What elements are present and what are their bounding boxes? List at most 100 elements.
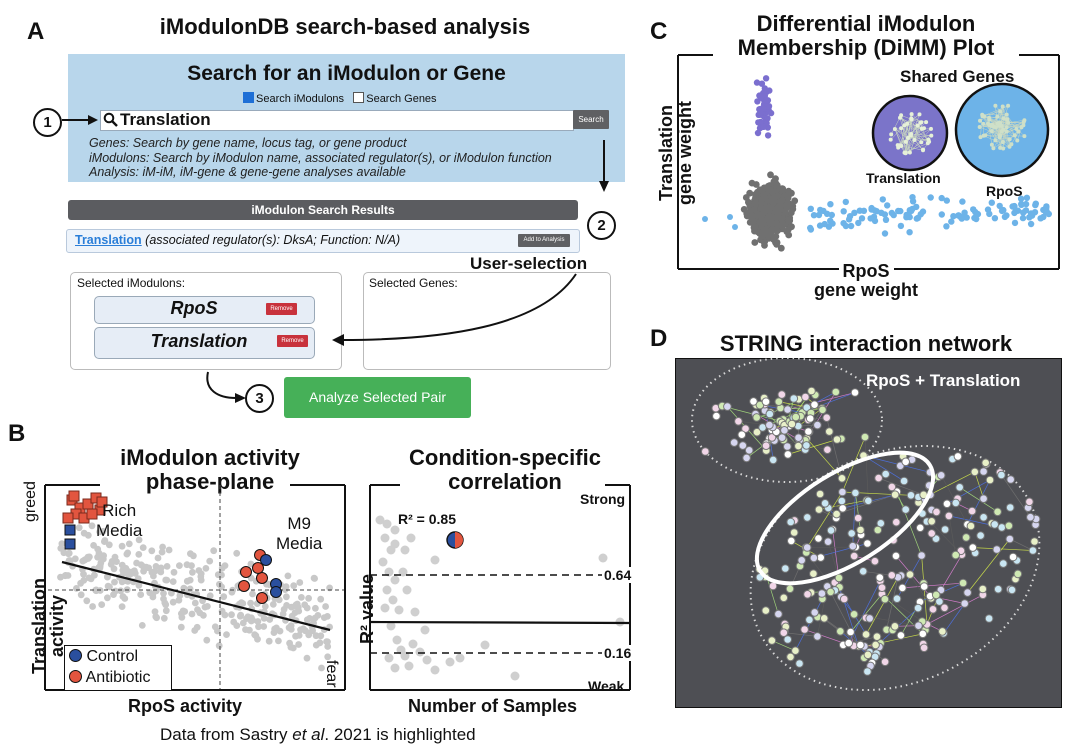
rpos-gene-point — [732, 224, 738, 230]
network-node — [901, 457, 910, 467]
rpos-gene-point — [959, 198, 966, 205]
caption-em: et al — [292, 725, 325, 744]
m9-media-sample — [256, 592, 268, 604]
arrow-right-icon — [62, 115, 98, 125]
thumbnail-node — [1019, 125, 1024, 130]
correlation-point — [404, 661, 414, 671]
network-node — [848, 541, 858, 551]
rich-media-sub: Media — [96, 521, 143, 540]
add-to-analysis-button[interactable]: Add to Analysis — [518, 234, 570, 247]
network-edge — [943, 603, 966, 634]
thumbnail-node — [1001, 146, 1006, 151]
selected-item-translation-label: Translation — [150, 331, 248, 351]
correlation-point — [382, 585, 392, 595]
sample-point — [138, 622, 146, 629]
rpos-gene-point — [1020, 209, 1027, 216]
network-node — [892, 594, 902, 603]
thumbnail-node — [924, 120, 929, 125]
network-node — [794, 441, 803, 451]
thumbnail-node — [993, 138, 998, 143]
rpos-gene-point — [727, 214, 733, 220]
network-node — [783, 450, 793, 459]
rpos-gene-point — [988, 199, 995, 206]
thumbnail-node — [998, 145, 1003, 150]
shared-gene-point — [754, 188, 761, 196]
thumbnail-edge — [894, 128, 922, 143]
shared-gene-point — [775, 206, 782, 214]
sample-point — [310, 574, 318, 582]
search-button[interactable]: Search — [573, 110, 609, 129]
rpos-gene-point — [1043, 204, 1050, 211]
thumbnail-node — [1012, 133, 1017, 138]
network-node — [741, 424, 750, 433]
result-row — [66, 229, 580, 253]
network-node — [831, 387, 841, 397]
sample-point — [270, 629, 278, 636]
network-node — [814, 534, 823, 543]
analyze-selected-pair-button[interactable]: Analyze Selected Pair — [284, 377, 471, 418]
rpos-gene-point — [810, 212, 818, 219]
network-node — [787, 536, 796, 546]
network-edge — [795, 598, 823, 651]
network-node — [834, 573, 844, 583]
m9-media-sample — [240, 566, 252, 578]
sample-point — [158, 548, 166, 556]
rpos-gene-point — [1018, 200, 1025, 208]
sample-point — [176, 562, 183, 569]
network-node — [786, 652, 795, 662]
thumbnail-edge — [985, 135, 1010, 140]
sample-point — [193, 623, 201, 631]
shared-gene-point — [769, 214, 776, 222]
sample-point — [149, 591, 157, 599]
sample-point — [64, 572, 72, 579]
network-node — [765, 409, 775, 419]
network-node — [761, 606, 771, 615]
sample-point — [249, 590, 256, 598]
correlation-xlabel: Number of Samples — [405, 696, 581, 717]
sample-point — [239, 619, 247, 627]
network-edge — [863, 455, 905, 482]
network-node — [837, 474, 847, 483]
result-link[interactable]: Translation — [75, 233, 142, 247]
search-genes-checkbox[interactable] — [353, 92, 365, 103]
rpos-gene-point — [828, 211, 835, 219]
network-node — [863, 667, 872, 676]
sample-point — [202, 565, 210, 572]
rpos-gene-point — [1031, 209, 1039, 216]
network-node — [822, 413, 831, 423]
network-edge — [940, 554, 963, 591]
network-node — [968, 543, 978, 552]
rpos-gene-point — [998, 207, 1006, 215]
translation-gene-point — [760, 105, 767, 112]
rpos-gene-point — [958, 215, 965, 222]
result-meta: (associated regulator(s): DksA; Function… — [145, 233, 401, 247]
sample-point — [104, 573, 111, 581]
sample-point — [220, 593, 228, 601]
network-edge — [967, 538, 1011, 593]
rpos-gene-point — [1045, 210, 1052, 218]
correlation-point — [380, 603, 390, 613]
translation-gene-point — [763, 97, 770, 104]
network-node — [1005, 503, 1015, 512]
correlation-point — [390, 663, 400, 673]
legend-control-label: Control — [86, 648, 139, 665]
correlation-point — [410, 607, 420, 617]
search-imodulons-label: Search iModulons — [256, 93, 345, 105]
network-node — [820, 499, 830, 508]
thumbnail-node — [909, 116, 914, 121]
network-node — [871, 640, 880, 650]
sample-point — [210, 547, 218, 555]
correlation-title-1: Condition-specific — [409, 445, 601, 470]
thumbnail-node — [1022, 118, 1027, 123]
sample-point — [89, 603, 96, 610]
network-edge — [967, 479, 991, 525]
selected-item-rpos[interactable] — [94, 296, 315, 324]
correlation-plot — [369, 484, 631, 691]
remove-rpos-button[interactable]: Remove — [266, 303, 297, 315]
rich-media-label: Rich Media — [96, 501, 142, 541]
network-edge — [886, 577, 899, 630]
sample-point — [287, 622, 295, 629]
search-imodulons-checkbox[interactable] — [243, 92, 254, 103]
network-edge — [806, 491, 843, 548]
remove-translation-button[interactable]: Remove — [277, 335, 308, 347]
